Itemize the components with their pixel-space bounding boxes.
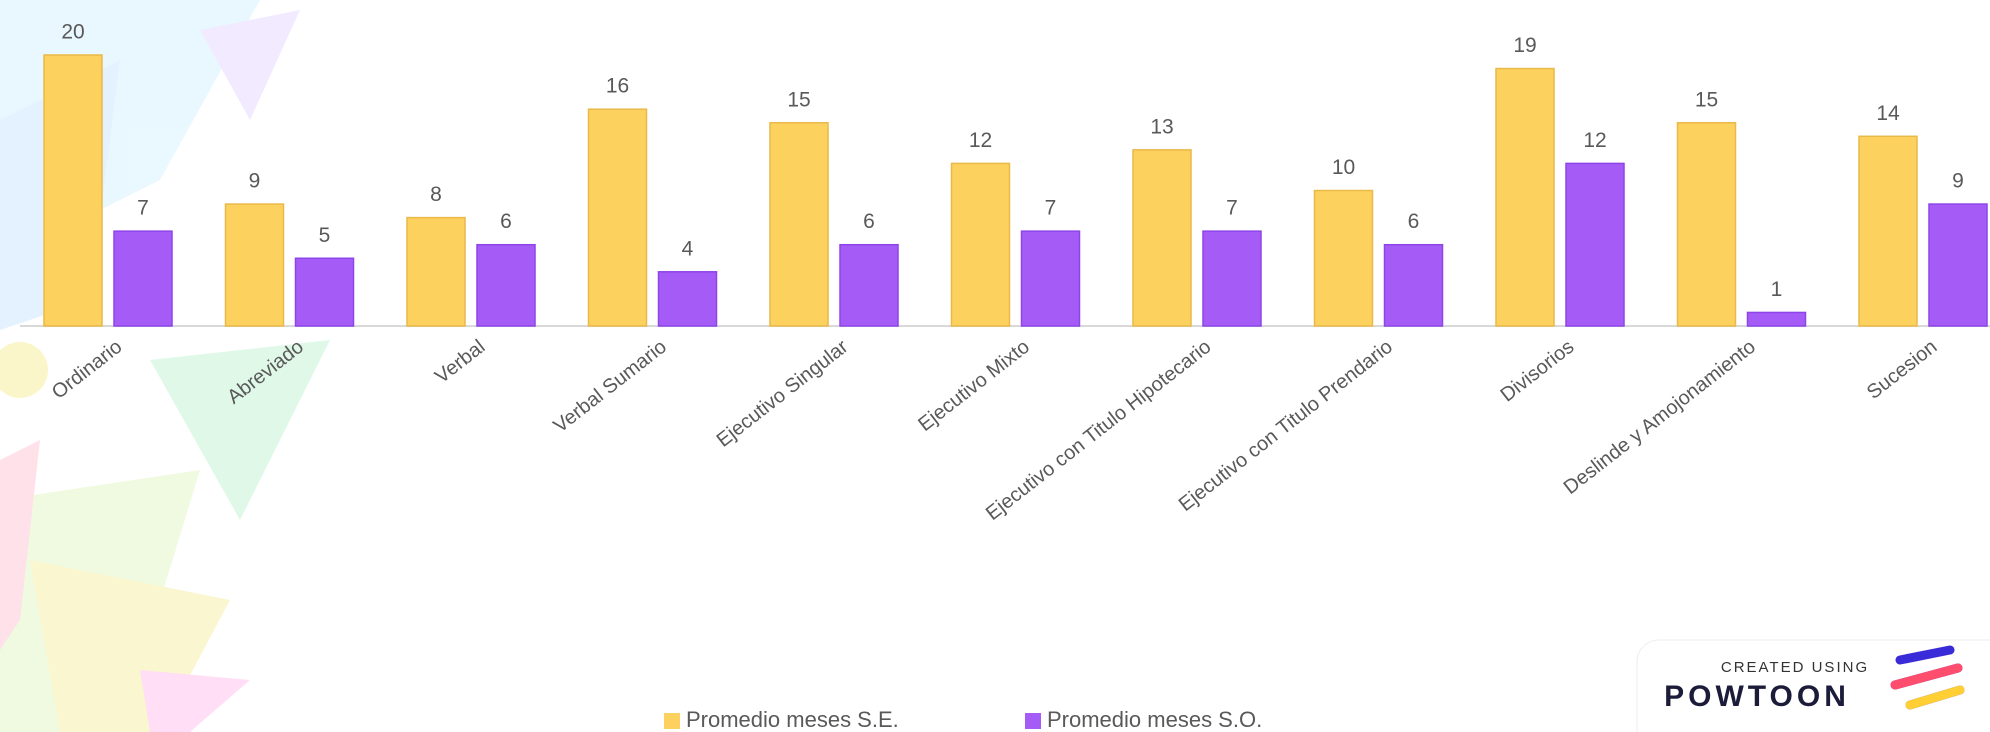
value-label: 7 (137, 197, 149, 220)
value-label: 14 (1876, 102, 1900, 125)
value-label: 4 (682, 237, 694, 260)
bar (1858, 135, 1918, 327)
x-tick-label: Verbal Sumario (550, 336, 671, 438)
bar (1928, 203, 1988, 327)
value-label: 8 (430, 183, 442, 206)
value-label: 12 (1583, 129, 1606, 152)
x-tick-label: Ejecutivo Singular (713, 336, 853, 452)
bar (1020, 230, 1081, 327)
value-label: 5 (319, 224, 331, 247)
bar (113, 230, 173, 327)
value-label: 7 (1045, 197, 1057, 220)
x-tick-label: Ejecutivo Mixto (914, 336, 1034, 436)
bar (1495, 67, 1555, 327)
value-label: 15 (787, 88, 810, 111)
watermark-logo-stripe (1890, 663, 1963, 690)
watermark-caption: CREATED USING (1721, 659, 1869, 676)
bar (657, 271, 718, 327)
bar (476, 243, 536, 327)
value-label: 20 (61, 21, 84, 44)
value-label: 6 (500, 210, 512, 233)
value-label: 9 (1952, 170, 1964, 193)
legend-swatch (1025, 713, 1041, 729)
watermark: CREATED USING POWTOON (1636, 639, 1990, 732)
bar (43, 54, 103, 327)
bar (839, 243, 899, 327)
x-tick-label: Ordinario (48, 336, 126, 404)
bar (1676, 122, 1737, 327)
bar (769, 122, 829, 327)
x-tick-label: Deslinde y Amojonamiento (1560, 336, 1760, 499)
bar (1132, 149, 1192, 327)
value-label: 15 (1695, 88, 1718, 111)
value-label: 12 (969, 129, 992, 152)
value-label: 9 (249, 170, 261, 193)
value-label: 7 (1226, 197, 1238, 220)
legend-swatch (664, 713, 680, 729)
bar (587, 108, 648, 327)
value-label: 6 (1408, 210, 1420, 233)
x-tick-label: Verbal (431, 336, 489, 388)
bar (950, 162, 1011, 327)
legend-label: Promedio meses S.E. (686, 707, 899, 732)
value-label: 6 (863, 210, 875, 233)
bar (1313, 189, 1374, 327)
bar (1746, 311, 1807, 327)
bar (1202, 230, 1262, 327)
watermark-brand: POWTOON (1664, 680, 1850, 713)
x-tick-label: Sucesion (1863, 336, 1941, 404)
bar (1565, 162, 1625, 327)
x-tick-label: Ejecutivo con Titulo Prendario (1175, 336, 1397, 516)
value-label: 13 (1150, 115, 1173, 138)
value-label: 10 (1332, 156, 1355, 179)
value-label: 19 (1513, 34, 1536, 57)
legend-label: Promedio meses S.O. (1047, 707, 1262, 732)
bar (1383, 243, 1444, 327)
value-label: 16 (606, 75, 629, 98)
bar (406, 216, 466, 327)
bar (294, 257, 355, 327)
bar (224, 203, 285, 327)
x-tick-label: Divisorios (1496, 336, 1578, 407)
value-label: 1 (1771, 278, 1783, 301)
watermark-logo-stripe (1905, 685, 1965, 710)
